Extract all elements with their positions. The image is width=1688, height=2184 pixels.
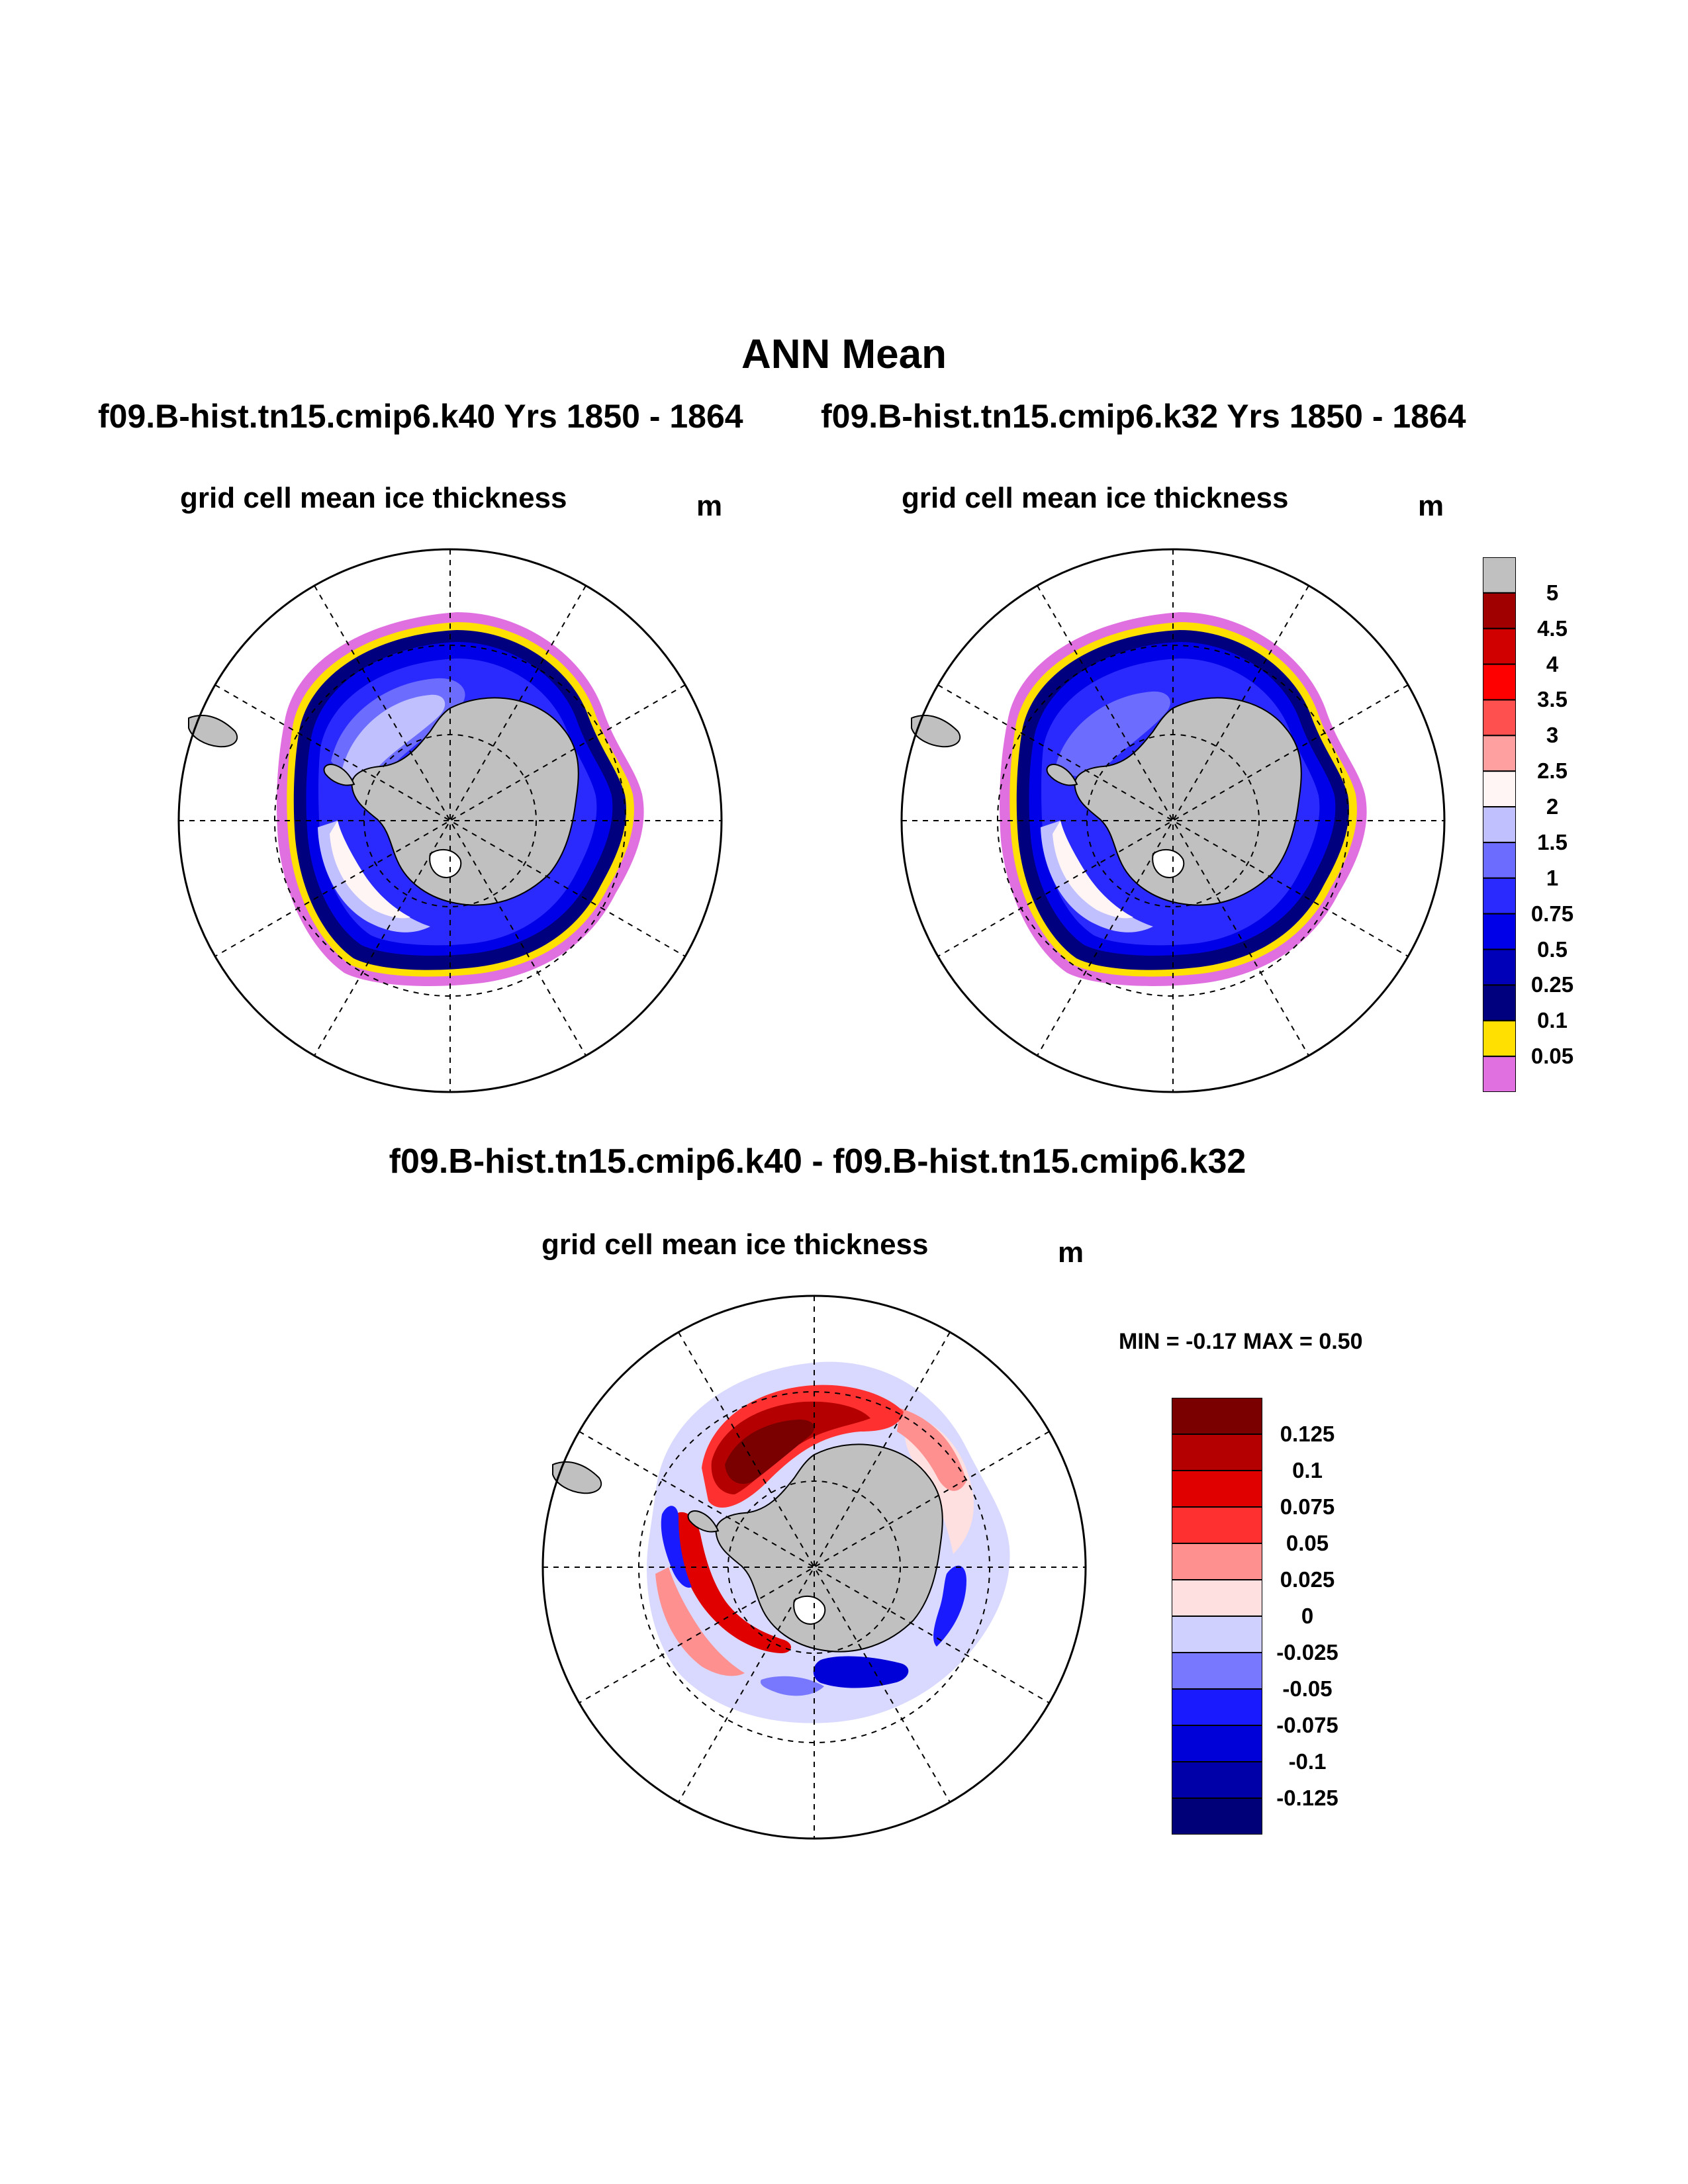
colorbar-thickness-swatch bbox=[1483, 913, 1516, 950]
colorbar-difference-swatch bbox=[1172, 1506, 1262, 1544]
colorbar-thickness-swatch bbox=[1483, 984, 1516, 1022]
ice-white-ring bbox=[330, 821, 410, 919]
colorbar-thickness-label: 0.1 bbox=[1537, 1008, 1568, 1033]
colorbar-difference-swatch bbox=[1172, 1725, 1262, 1762]
colorbar-difference-swatch bbox=[1172, 1688, 1262, 1726]
colorbar-difference-swatch bbox=[1172, 1797, 1262, 1835]
antarctic-peninsula bbox=[1046, 764, 1078, 786]
panel1-unit: m bbox=[696, 490, 723, 522]
ice-1.5 bbox=[1055, 691, 1170, 777]
polar-map-k32 bbox=[900, 548, 1446, 1093]
colorbar-thickness-label: 2 bbox=[1546, 794, 1559, 819]
colorbar-difference-label: -0.125 bbox=[1276, 1786, 1338, 1810]
colorbar-difference-swatch bbox=[1172, 1761, 1262, 1799]
colorbar-thickness-swatch bbox=[1483, 557, 1516, 594]
south-america bbox=[188, 715, 238, 748]
ross-ice-shelf bbox=[793, 1595, 826, 1625]
colorbar-thickness-swatch bbox=[1483, 770, 1516, 808]
panel3-unit: m bbox=[1058, 1236, 1084, 1269]
antarctica-land bbox=[351, 697, 579, 906]
colorbar-thickness-swatch bbox=[1483, 663, 1516, 701]
colorbar-difference-label: 0.1 bbox=[1292, 1458, 1323, 1482]
colorbar-difference-label: -0.025 bbox=[1276, 1640, 1338, 1664]
colorbar-thickness-swatch bbox=[1483, 627, 1516, 665]
colorbar-thickness-label: 5 bbox=[1546, 580, 1559, 605]
colorbar-thickness-label: 0.5 bbox=[1537, 936, 1568, 962]
colorbar-difference-swatch bbox=[1172, 1652, 1262, 1690]
colorbar-thickness-swatch bbox=[1483, 841, 1516, 879]
colorbar-difference-swatch bbox=[1172, 1615, 1262, 1653]
page-title: ANN Mean bbox=[741, 332, 947, 377]
colorbar-thickness-label: 1.5 bbox=[1537, 829, 1568, 854]
colorbar-difference-label: 0.05 bbox=[1286, 1531, 1329, 1555]
colorbar-difference-label: 0.075 bbox=[1280, 1494, 1335, 1519]
colorbar-difference-swatch bbox=[1172, 1398, 1262, 1435]
diff-blue-amundsen bbox=[760, 1676, 824, 1696]
colorbar-thickness-swatch bbox=[1483, 592, 1516, 629]
diff-blue-east bbox=[933, 1565, 966, 1647]
ross-ice-shelf bbox=[429, 848, 462, 879]
ice-white-ring bbox=[1053, 821, 1133, 919]
colorbar-thickness-label: 3 bbox=[1546, 723, 1559, 748]
ice-2-weddell bbox=[342, 694, 445, 778]
ross-ice-shelf bbox=[1152, 848, 1185, 879]
colorbar-difference-label: -0.05 bbox=[1282, 1676, 1333, 1701]
south-america bbox=[552, 1461, 602, 1494]
colorbar-thickness-swatch bbox=[1483, 877, 1516, 915]
colorbar-thickness-swatch bbox=[1483, 699, 1516, 737]
antarctic-peninsula bbox=[687, 1510, 720, 1533]
diff-blue-ross bbox=[813, 1656, 909, 1688]
colorbar-difference-label: 0.025 bbox=[1280, 1567, 1335, 1592]
antarctica-land bbox=[715, 1443, 943, 1653]
polar-map-difference bbox=[541, 1295, 1087, 1840]
colorbar-difference bbox=[1172, 1398, 1262, 1835]
colorbar-thickness-swatch bbox=[1483, 1056, 1516, 1092]
colorbar-thickness-label: 0.25 bbox=[1530, 972, 1574, 997]
colorbar-thickness-swatch bbox=[1483, 1020, 1516, 1058]
panel3-title: grid cell mean ice thickness bbox=[541, 1228, 929, 1261]
colorbar-difference-label: -0.1 bbox=[1288, 1749, 1327, 1774]
colorbar-thickness-label: 0.05 bbox=[1530, 1044, 1574, 1069]
colorbar-thickness-label: 4.5 bbox=[1537, 615, 1568, 641]
colorbar-thickness-label: 2.5 bbox=[1537, 758, 1568, 784]
case-label-right: f09.B-hist.tn15.cmip6.k32 Yrs 1850 - 186… bbox=[821, 398, 1466, 435]
colorbar-difference-swatch bbox=[1172, 1543, 1262, 1580]
antarctic-peninsula bbox=[323, 764, 355, 786]
colorbar-difference-label: 0.125 bbox=[1280, 1422, 1335, 1446]
colorbar-thickness-swatch bbox=[1483, 806, 1516, 843]
panel2-title: grid cell mean ice thickness bbox=[902, 482, 1289, 514]
diff-red-peninsula bbox=[675, 1512, 792, 1653]
colorbar-difference-label: 0 bbox=[1301, 1604, 1314, 1628]
south-america bbox=[911, 715, 961, 748]
diff-pink-east bbox=[897, 1408, 966, 1491]
diff-pink-west bbox=[655, 1567, 745, 1676]
colorbar-difference-label: -0.075 bbox=[1276, 1713, 1338, 1737]
panel2-unit: m bbox=[1418, 490, 1444, 522]
case-label-left: f09.B-hist.tn15.cmip6.k40 Yrs 1850 - 186… bbox=[98, 398, 743, 435]
colorbar-thickness-swatch bbox=[1483, 735, 1516, 772]
colorbar-thickness-swatch bbox=[1483, 948, 1516, 986]
colorbar-difference-swatch bbox=[1172, 1579, 1262, 1617]
colorbar-thickness-label: 3.5 bbox=[1537, 687, 1568, 712]
polar-map-k40 bbox=[177, 548, 723, 1093]
colorbar-difference-swatch bbox=[1172, 1433, 1262, 1471]
colorbar-thickness-label: 4 bbox=[1546, 651, 1559, 676]
colorbar-thickness bbox=[1483, 557, 1516, 1092]
min-max-label: MIN = -0.17 MAX = 0.50 bbox=[1119, 1329, 1363, 1354]
diff-darkest-red-weddell bbox=[725, 1419, 815, 1484]
antarctica-land bbox=[1074, 697, 1302, 906]
colorbar-difference-swatch bbox=[1172, 1470, 1262, 1508]
panel1-title: grid cell mean ice thickness bbox=[180, 482, 567, 514]
difference-title: f09.B-hist.tn15.cmip6.k40 - f09.B-hist.t… bbox=[389, 1142, 1246, 1181]
colorbar-thickness-label: 1 bbox=[1546, 865, 1559, 890]
colorbar-thickness-label: 0.75 bbox=[1530, 901, 1574, 926]
